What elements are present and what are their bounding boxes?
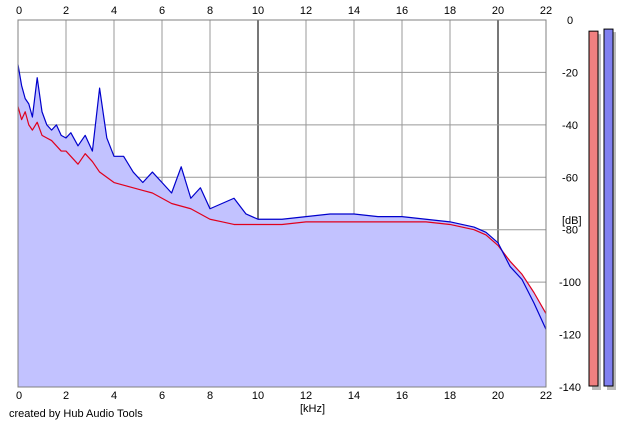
x-tick-label-bottom: 20 [492, 390, 504, 402]
spectrum-fill [18, 64, 546, 388]
x-tick-label-top: 4 [111, 5, 117, 17]
x-tick-label-top: 22 [540, 5, 552, 17]
y-tick-label: 0 [567, 15, 573, 27]
series-layer [17, 64, 547, 330]
y-tick-label: -20 [562, 67, 578, 79]
x-tick-label-bottom: 16 [396, 390, 408, 402]
x-tick-label-top: 12 [300, 5, 312, 17]
y-tick-label: -60 [562, 172, 578, 184]
y-tick-label: -100 [559, 277, 581, 289]
x-tick-label-bottom: 10 [252, 390, 264, 402]
x-tick-label-bottom: 22 [540, 390, 552, 402]
y-tick-label: -80 [562, 225, 578, 237]
y-tick-labels: 0 -20 -40 -60 -80 -100 -120 -140 [559, 15, 581, 394]
fill-layer [18, 64, 546, 388]
x-tick-label-top: 16 [396, 5, 408, 17]
x-tick-label-bottom: 4 [111, 390, 117, 402]
x-axis-label: [kHz] [300, 403, 325, 415]
x-tick-label-bottom: 12 [300, 390, 312, 402]
y-axis-label: [dB] [562, 215, 582, 227]
x-tick-label-top: 0 [16, 5, 22, 17]
x-tick-label-bottom: 6 [159, 390, 165, 402]
y-tick-label: -120 [559, 330, 581, 342]
level-meter-2 [603, 28, 614, 387]
level-meter-1 [588, 30, 599, 387]
x-tick-labels-bottom: 0 2 4 6 8 10 12 14 16 18 20 22 [16, 390, 552, 402]
x-tick-label-top: 2 [63, 5, 69, 17]
x-tick-label-bottom: 14 [348, 390, 360, 402]
x-tick-label-top: 14 [348, 5, 360, 17]
x-tick-label-bottom: 8 [207, 390, 213, 402]
plot-frame [17, 19, 547, 388]
level-meters [588, 28, 616, 391]
y-tick-label: -140 [559, 382, 581, 394]
x-tick-label-top: 20 [492, 5, 504, 17]
series-line-1 [17, 106, 547, 314]
credit-text: created by Hub Audio Tools [9, 408, 143, 420]
x-tick-labels-top: 0 2 4 6 8 10 12 14 16 18 20 22 [16, 5, 552, 17]
x-tick-label-top: 18 [444, 5, 456, 17]
x-tick-label-bottom: 2 [63, 390, 69, 402]
x-tick-label-top: 10 [252, 5, 264, 17]
x-tick-label-top: 8 [207, 5, 213, 17]
y-tick-label: -40 [562, 120, 578, 132]
x-tick-label-bottom: 18 [444, 390, 456, 402]
x-tick-label-bottom: 0 [16, 390, 22, 402]
series-line-2 [17, 64, 547, 330]
x-tick-label-top: 6 [159, 5, 165, 17]
